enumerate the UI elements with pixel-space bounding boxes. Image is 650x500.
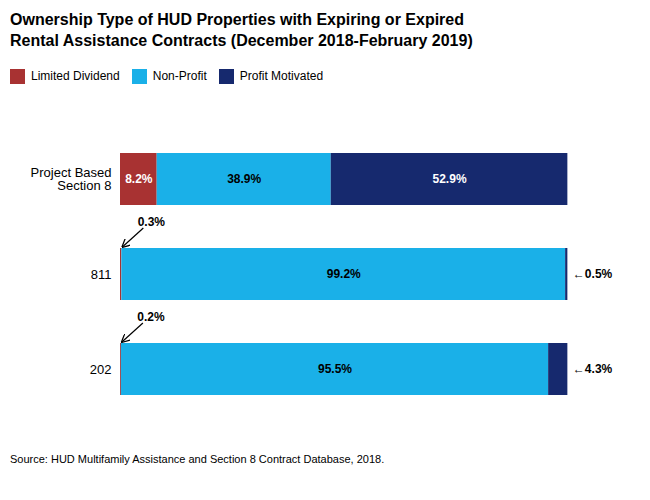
svg-text:52.9%: 52.9% <box>433 172 467 186</box>
svg-text:8.2%: 8.2% <box>125 172 153 186</box>
html-text:Limited Dividend: Limited Dividend <box>31 69 120 84</box>
svg-text:38.9%: 38.9% <box>227 172 261 186</box>
html-text:Non-Profit: Non-Profit <box>152 69 207 84</box>
svg-text:←0.5%: ←0.5% <box>573 267 613 281</box>
svg-text:Project BasedSection 8: Project BasedSection 8 <box>31 165 112 193</box>
html-text:Source: HUD Multifamily Assist: Source: HUD Multifamily Assistance and S… <box>10 452 385 465</box>
html-text:Profit Motivated: Profit Motivated <box>239 69 324 84</box>
svg-text:811: 811 <box>91 266 112 281</box>
html-text:Ownership Type of HUD Properti: Ownership Type of HUD Properties with Ex… <box>10 11 473 49</box>
svg-text:95.5%: 95.5% <box>318 362 352 376</box>
svg-text:0.3%: 0.3% <box>138 215 166 229</box>
svg-text:99.2%: 99.2% <box>327 267 361 281</box>
svg-text:0.2%: 0.2% <box>137 310 165 324</box>
svg-text:←4.3%: ←4.3% <box>573 362 613 376</box>
svg-text:202: 202 <box>90 361 112 376</box>
